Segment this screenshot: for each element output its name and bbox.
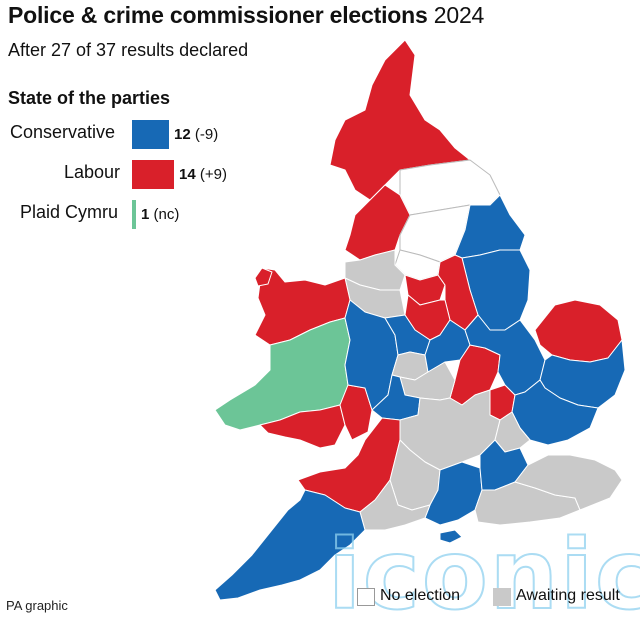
legend-swatch-plaid-cymru: [132, 200, 136, 229]
legend-result-conservative: 12 (-9): [174, 126, 218, 143]
england-wales-map: [214, 39, 626, 601]
legend-swatch-labour: [132, 160, 174, 189]
chart-title: Police & crime commissioner elections 20…: [8, 2, 484, 29]
legend-title: State of the parties: [8, 88, 171, 108]
chart-title-text: Police & crime commissioner elections: [8, 2, 428, 28]
key-awaiting-box: [493, 588, 511, 606]
legend-change-plaid-cymru: (nc): [153, 206, 180, 223]
legend-result-plaid-cymru: 1 (nc): [141, 206, 179, 223]
region-anglesey: [254, 267, 273, 287]
legend-seats-labour: 14: [179, 166, 196, 183]
legend-change-labour: (+9): [199, 166, 227, 183]
legend-result-labour: 14 (+9): [179, 166, 227, 183]
legend-swatch-conservative: [132, 120, 169, 149]
legend-label-labour: Labour: [64, 162, 121, 182]
region-south-wales: [259, 404, 346, 449]
chart-subtitle: After 27 of 37 results declared: [8, 40, 249, 60]
legend-seats-plaid-cymru: 1: [141, 206, 150, 223]
legend-label-plaid-cymru: Plaid Cymru: [20, 202, 119, 222]
key-no-election-box: [357, 588, 375, 606]
legend-change-conservative: (-9): [194, 126, 219, 143]
region-northumbria-cumbria: [329, 39, 471, 201]
legend-seats-conservative: 12: [174, 126, 191, 143]
region-dorset: [359, 479, 431, 531]
region-hampshire: [424, 461, 483, 526]
legend-label-conservative: Conservative: [10, 122, 116, 142]
chart-title-year: 2024: [433, 2, 485, 28]
region-norfolk: [534, 299, 623, 363]
credit-text: PA graphic: [6, 598, 68, 613]
region-cambridgeshire: [464, 314, 546, 396]
key-no-election-label: No election: [380, 587, 461, 604]
region-devon-cornwall: [214, 489, 366, 601]
region-kent: [514, 454, 623, 511]
region-isle-of-wight: [439, 529, 463, 544]
key-awaiting-label: Awaiting result: [516, 587, 620, 604]
